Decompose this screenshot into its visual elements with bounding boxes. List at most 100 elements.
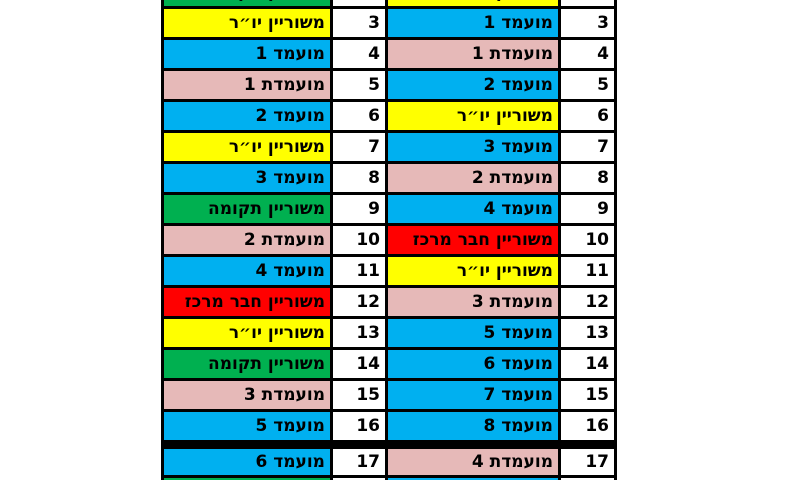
table-row: משוריין תקומה 14 xyxy=(164,350,385,381)
table-row: מועמד 7 15 xyxy=(388,381,614,412)
table-row: מועמדת 1 5 xyxy=(164,71,385,102)
table-row: מועמדת 3 12 xyxy=(388,288,614,319)
row-number-cell: 8 xyxy=(558,164,614,192)
candidate-cell: מועמד 5 xyxy=(388,319,558,347)
row-number-cell: 3 xyxy=(330,9,385,37)
table-row: משוריין יו״ר 2 xyxy=(388,0,614,9)
row-number-cell: 14 xyxy=(558,350,614,378)
row-number-cell: 10 xyxy=(330,226,385,254)
table-row: מועמד 6 17 xyxy=(164,449,385,478)
row-number-cell: 4 xyxy=(558,40,614,68)
table-row: מועמדת 2 8 xyxy=(388,164,614,195)
row-number-cell: 6 xyxy=(558,102,614,130)
candidate-cell: מועמד 8 xyxy=(388,412,558,440)
row-number-cell: 2 xyxy=(330,0,385,6)
row-number-cell: 7 xyxy=(558,133,614,161)
table-row: מועמדת 3 15 xyxy=(164,381,385,412)
candidate-cell: משוריין חבר מרכז xyxy=(388,226,558,254)
candidate-cell: מועמד 6 xyxy=(388,350,558,378)
candidate-cell: מועמדת 2 xyxy=(388,164,558,192)
row-number-cell: 15 xyxy=(330,381,385,409)
table-row: מועמד 3 7 xyxy=(388,133,614,164)
candidate-cell: משוריין יו״ר xyxy=(388,102,558,130)
candidate-cell: משוריין יו״ר xyxy=(164,319,330,347)
candidate-cell: משוריין יו״ר xyxy=(388,0,558,6)
table-row: משוריין תקומה 9 xyxy=(164,195,385,226)
table-row: משוריין יו״ר 7 xyxy=(164,133,385,164)
candidate-cell: מועמד 2 xyxy=(388,71,558,99)
row-number-cell: 8 xyxy=(330,164,385,192)
table-row: מועמד 4 11 xyxy=(164,257,385,288)
table-row: מועמדת 4 17 xyxy=(388,449,614,478)
candidate-cell: מועמד 4 xyxy=(388,195,558,223)
row-number-cell: 3 xyxy=(558,9,614,37)
table-row xyxy=(388,478,614,480)
table-row: מועמד 2 6 xyxy=(164,102,385,133)
candidate-cell: משוריין תקומה xyxy=(164,350,330,378)
table-row: מועמד 5 13 xyxy=(388,319,614,350)
candidate-cell: מועמד 1 xyxy=(388,9,558,37)
row-number-cell: 4 xyxy=(330,40,385,68)
candidate-cell: משוריין תקומה xyxy=(164,195,330,223)
row-number-cell: 6 xyxy=(330,102,385,130)
table-row xyxy=(164,478,385,480)
candidate-cell: מועמדת 3 xyxy=(164,381,330,409)
candidate-cell: מועמד 3 xyxy=(164,164,330,192)
row-number-cell: 16 xyxy=(330,412,385,440)
table-row: מועמד 8 16 xyxy=(388,412,614,449)
candidate-cell: מועמדת 4 xyxy=(388,449,558,475)
table-row: משוריין יו״ר 13 xyxy=(164,319,385,350)
table-row: משוריין תקומה 2 xyxy=(164,0,385,9)
row-number-cell: 13 xyxy=(558,319,614,347)
table-row: משוריין יו״ר 3 xyxy=(164,9,385,40)
table-row: מועמדת 1 4 xyxy=(388,40,614,71)
table-row: מועמד 4 9 xyxy=(388,195,614,226)
candidate-table-left: משוריין תקומה 2 משוריין יו״ר 3 מועמד 1 4… xyxy=(161,0,388,480)
row-number-cell: 17 xyxy=(330,449,385,475)
table-row: מועמד 1 3 xyxy=(388,9,614,40)
candidate-cell: מועמדת 3 xyxy=(388,288,558,316)
row-number-cell: 9 xyxy=(330,195,385,223)
candidate-cell xyxy=(164,478,330,480)
row-number-cell xyxy=(558,478,614,480)
row-number-cell: 7 xyxy=(330,133,385,161)
candidate-cell: משוריין חבר מרכז xyxy=(164,288,330,316)
candidate-cell: מועמדת 2 xyxy=(164,226,330,254)
row-number-cell: 14 xyxy=(330,350,385,378)
table-row: משוריין יו״ר 11 xyxy=(388,257,614,288)
row-number-cell: 5 xyxy=(558,71,614,99)
table-row: מועמד 1 4 xyxy=(164,40,385,71)
row-number-cell: 13 xyxy=(330,319,385,347)
candidate-cell: מועמדת 1 xyxy=(388,40,558,68)
table-row: משוריין יו״ר 6 xyxy=(388,102,614,133)
row-number-cell: 2 xyxy=(558,0,614,6)
row-number-cell: 12 xyxy=(330,288,385,316)
candidate-cell: מועמדת 1 xyxy=(164,71,330,99)
table-row: מועמד 3 8 xyxy=(164,164,385,195)
candidate-cell: מועמד 5 xyxy=(164,412,330,440)
candidate-cell: מועמד 7 xyxy=(388,381,558,409)
table-row: משוריין חבר מרכז 10 xyxy=(388,226,614,257)
row-number-cell: 16 xyxy=(558,412,614,440)
candidate-cell: מועמד 3 xyxy=(388,133,558,161)
table-row: מועמד 2 5 xyxy=(388,71,614,102)
candidate-cell: מועמד 2 xyxy=(164,102,330,130)
row-number-cell: 11 xyxy=(330,257,385,285)
row-number-cell: 12 xyxy=(558,288,614,316)
row-number-cell: 17 xyxy=(558,449,614,475)
candidate-cell: משוריין תקומה xyxy=(164,0,330,6)
candidate-cell: משוריין יו״ר xyxy=(164,133,330,161)
candidate-cell: מועמד 6 xyxy=(164,449,330,475)
row-number-cell: 15 xyxy=(558,381,614,409)
table-row: מועמד 5 16 xyxy=(164,412,385,449)
row-number-cell: 9 xyxy=(558,195,614,223)
table-row: מועמדת 2 10 xyxy=(164,226,385,257)
table-row: מועמד 6 14 xyxy=(388,350,614,381)
row-number-cell: 10 xyxy=(558,226,614,254)
row-number-cell: 5 xyxy=(330,71,385,99)
row-number-cell: 11 xyxy=(558,257,614,285)
candidate-cell: מועמד 4 xyxy=(164,257,330,285)
candidate-cell: מועמד 1 xyxy=(164,40,330,68)
candidate-cell: משוריין יו״ר xyxy=(388,257,558,285)
